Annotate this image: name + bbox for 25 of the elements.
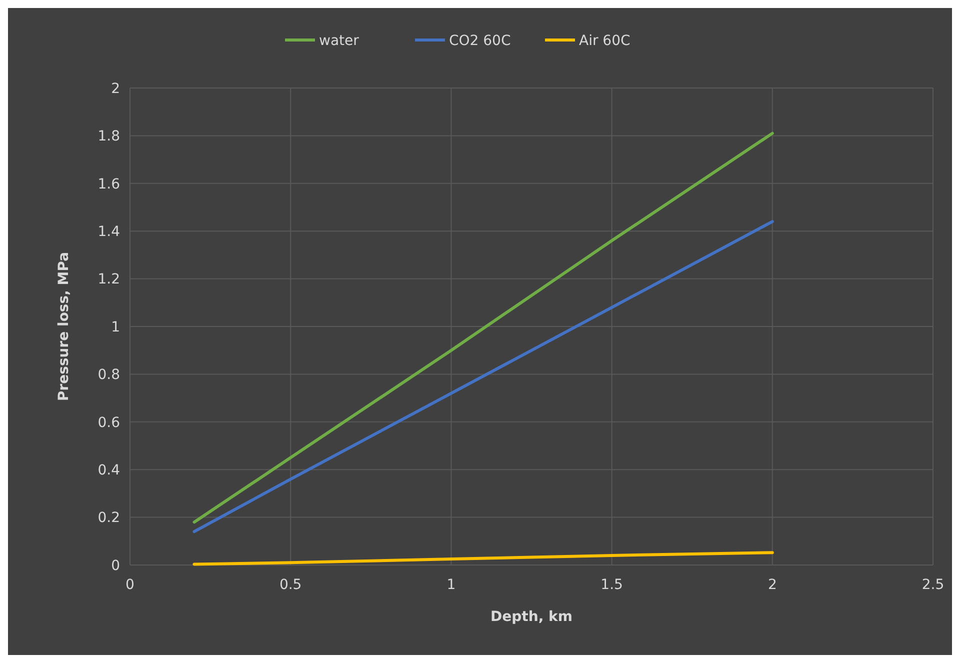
y-tick-label: 0.2 — [98, 510, 120, 526]
legend-label: water — [319, 32, 360, 49]
line-series — [192, 551, 774, 566]
x-tick-label: 2.5 — [922, 577, 944, 593]
y-tick-label: 1.6 — [98, 176, 120, 192]
y-tick-label: 2 — [111, 80, 120, 97]
line-series — [192, 220, 774, 534]
x-tick-label: 0.5 — [279, 577, 302, 593]
legend-label: CO2 60C — [449, 32, 511, 49]
line-series — [192, 132, 774, 524]
y-tick-label: 1.2 — [98, 272, 120, 288]
x-tick-label: 1.5 — [600, 577, 623, 593]
y-tick-label: 0 — [111, 558, 120, 574]
x-tick-label: 0 — [126, 577, 134, 593]
y-tick-label: 1.4 — [98, 224, 120, 240]
legend-label: Air 60C — [579, 32, 630, 49]
x-tick-label: 2 — [768, 577, 777, 593]
y-axis-title: Pressure loss, MPa — [56, 252, 72, 402]
x-axis-title: Depth, km — [490, 609, 572, 625]
x-tick-label: 1 — [446, 577, 456, 593]
y-tick-label: 1 — [111, 319, 120, 336]
y-tick-label: 0.8 — [98, 367, 120, 384]
y-tick-label: 0.6 — [98, 414, 120, 431]
y-tick-label: 1.8 — [98, 128, 120, 145]
y-tick-label: 0.4 — [98, 462, 120, 478]
